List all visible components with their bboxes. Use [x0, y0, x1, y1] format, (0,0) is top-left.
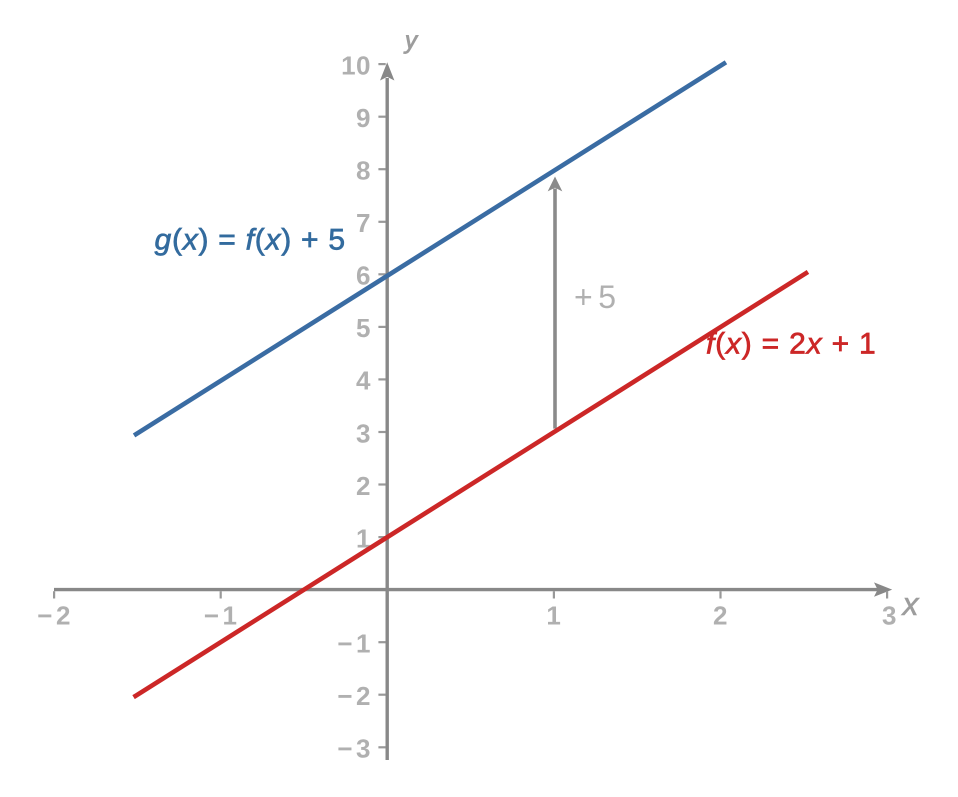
svg-text:g(x) = f(x) + 5: g(x) = f(x) + 5 — [155, 224, 346, 257]
svg-text:3: 3 — [882, 601, 897, 631]
svg-text:10: 10 — [341, 50, 371, 80]
svg-text:2: 2 — [356, 471, 371, 501]
svg-text:1: 1 — [356, 523, 371, 553]
svg-text:5: 5 — [356, 313, 371, 343]
svg-text:+5: +5 — [574, 279, 621, 315]
svg-text:y: y — [403, 27, 419, 54]
svg-text:9: 9 — [356, 103, 371, 133]
svg-text:3: 3 — [356, 418, 371, 448]
svg-text:8: 8 — [356, 156, 371, 186]
svg-text:7: 7 — [356, 208, 371, 238]
svg-text:1: 1 — [546, 601, 561, 631]
svg-text:f(x) = 2x + 1: f(x) = 2x + 1 — [706, 328, 877, 361]
svg-text:x: x — [901, 586, 920, 622]
svg-text:2: 2 — [713, 601, 728, 631]
svg-text:4: 4 — [356, 366, 371, 396]
svg-text:6: 6 — [356, 261, 371, 291]
